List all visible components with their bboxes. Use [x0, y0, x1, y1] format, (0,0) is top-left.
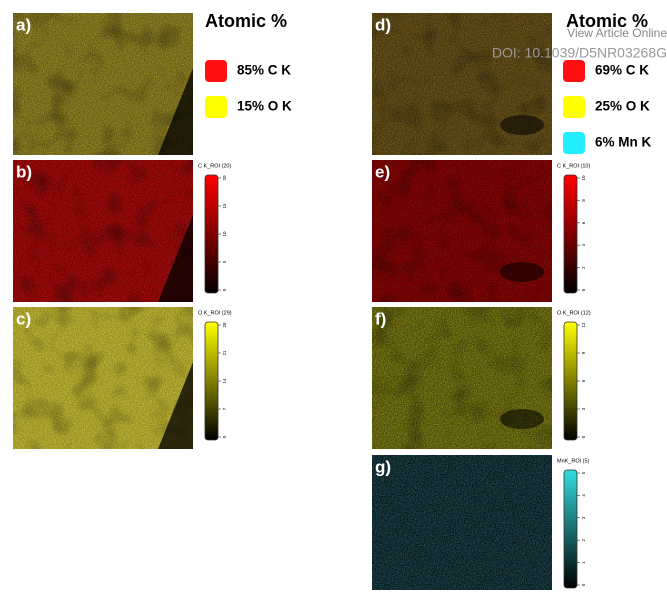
- panel-label: g): [375, 457, 391, 476]
- colorbar-title: O K_ROI (12): [557, 310, 591, 316]
- colorbar-tick-label: 5: [222, 260, 227, 263]
- colorbar-tick-label: 9: [581, 351, 586, 354]
- map-panel: b): [13, 160, 193, 302]
- legend-swatch: [563, 132, 585, 154]
- colorbar-tick-label: 10: [222, 231, 227, 237]
- colorbar-tick-label: 28: [222, 322, 227, 328]
- map-shading: [13, 160, 193, 302]
- map-shading: [13, 13, 193, 155]
- colorbar-tick-label: 1: [581, 561, 586, 564]
- legend-title: Atomic %: [566, 11, 648, 31]
- map-shading: [13, 307, 193, 449]
- map-corner-shadow: [158, 68, 193, 155]
- map-panel: f): [372, 307, 552, 449]
- colorbar-tick-label: 8: [581, 199, 586, 202]
- colorbar-tick-label: 0: [581, 435, 586, 438]
- colorbar-tick-label: 14: [222, 378, 227, 384]
- legend-label: 69% C K: [595, 63, 649, 78]
- map-panel: g): [372, 455, 552, 590]
- colorbar-tick-label: 2: [581, 266, 586, 269]
- colorbar-tick-label: 0: [222, 435, 227, 438]
- legend-label: 15% O K: [237, 99, 292, 114]
- colorbar-tick-label: 7: [222, 407, 227, 410]
- watermark-link: View Article Online: [567, 26, 667, 40]
- colorbar-tick-label: 20: [222, 175, 227, 181]
- map-noise: [372, 455, 552, 590]
- colorbar-title: C K_ROI (10): [557, 163, 590, 169]
- legend-label: 6% Mn K: [595, 135, 652, 150]
- colorbar-tick-label: 6: [581, 379, 586, 382]
- colorbar-title: C K_ROI (20): [198, 163, 231, 169]
- colorbar-tick-label: 4: [581, 494, 586, 497]
- panel-label: d): [375, 15, 391, 34]
- colorbar-tick-label: 0: [222, 288, 227, 291]
- colorbar-tick-label: 2: [581, 538, 586, 541]
- colorbar-title: O K_ROI (29): [198, 310, 232, 316]
- colorbar: [204, 174, 219, 294]
- legend-swatch: [563, 96, 585, 118]
- colorbar-tick-label: 10: [581, 175, 586, 181]
- colorbar-tick-label: 4: [581, 243, 586, 246]
- colorbar-tick-label: 0: [581, 583, 586, 586]
- colorbar-tick-label: 12: [581, 322, 586, 328]
- map-panel: d): [372, 13, 552, 155]
- colorbar-tick-label: 0: [581, 288, 586, 291]
- legend-label: 85% C K: [237, 63, 291, 78]
- colorbar-tick-label: 3: [581, 407, 586, 410]
- map-dark-spot: [500, 115, 544, 135]
- watermark-doi: DOI: 10.1039/D5NR03268G: [492, 45, 667, 61]
- colorbar: [563, 174, 578, 294]
- panel-label: e): [375, 162, 390, 181]
- map-corner-shadow: [158, 215, 193, 302]
- legend-title: Atomic %: [205, 11, 287, 31]
- map-dark-spot: [500, 409, 544, 429]
- colorbar: [563, 321, 578, 441]
- colorbar: [204, 321, 219, 441]
- legend-swatch: [205, 96, 227, 118]
- map-panel: a): [13, 13, 193, 155]
- legend-swatch: [205, 60, 227, 82]
- panel-label: b): [16, 162, 32, 181]
- colorbar: [563, 469, 578, 589]
- map-panel: c): [13, 307, 193, 449]
- legend-label: 25% O K: [595, 99, 650, 114]
- map-dark-spot: [500, 262, 544, 282]
- colorbar-tick-label: 6: [581, 221, 586, 224]
- panel-label: f): [375, 309, 386, 328]
- colorbar-tick-label: 21: [222, 350, 227, 356]
- map-corner-shadow: [158, 362, 193, 449]
- map-panel: e): [372, 160, 552, 302]
- panel-label: a): [16, 15, 31, 34]
- colorbar-tick-label: 5: [581, 471, 586, 474]
- colorbar-tick-label: 15: [222, 203, 227, 209]
- colorbar-title: MnK_ROI (5): [557, 458, 590, 464]
- colorbar-tick-label: 3: [581, 516, 586, 519]
- legend-swatch: [563, 60, 585, 82]
- panel-label: c): [16, 309, 31, 328]
